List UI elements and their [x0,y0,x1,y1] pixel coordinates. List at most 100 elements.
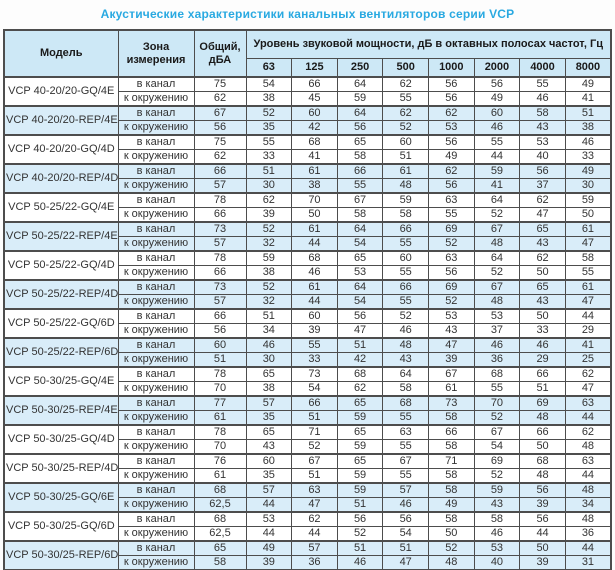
measurement-zone: к окружению [117,91,195,107]
sound-power-value: 56 [473,76,521,92]
total-dba-value: 56 [193,323,247,339]
sound-power-value: 66 [382,221,429,237]
sound-power-value: 67 [336,192,384,208]
sound-power-value: 51 [291,468,338,484]
total-dba-value: 62 [193,91,247,107]
sound-power-value: 52 [245,279,293,295]
sound-power-value: 48 [519,468,566,484]
sound-power-value: 38 [245,381,293,397]
measurement-zone: в канал [117,424,195,440]
sound-power-value: 55 [473,134,521,150]
sound-power-value: 48 [564,511,612,527]
sound-power-value: 56 [428,76,475,92]
sound-power-value: 62 [428,105,475,121]
sound-power-value: 51 [291,410,338,426]
sound-power-value: 55 [519,76,566,92]
sound-power-value: 63 [564,395,612,411]
sound-power-value: 70 [291,192,338,208]
measurement-zone: в канал [117,395,195,411]
measurement-zone: в канал [117,366,195,382]
measurement-zone: к окружению [117,120,195,136]
sound-power-value: 53 [245,511,293,527]
sound-power-value: 56 [519,511,566,527]
total-dba-value: 56 [193,120,247,136]
sound-power-value: 41 [473,178,521,194]
model-name: VCP 50-30/25-REP/4D [3,453,119,484]
sound-power-value: 53 [428,120,475,136]
sound-power-value: 39 [291,323,338,339]
sound-power-value: 64 [473,250,521,266]
sound-power-value: 44 [245,497,293,513]
sound-power-value: 43 [473,497,521,513]
sound-power-value: 46 [564,134,612,150]
total-dba-value: 65 [193,540,247,556]
sound-power-value: 39 [519,497,566,513]
sound-power-value: 37 [519,178,566,194]
sound-power-value: 59 [336,482,384,498]
total-dba-value: 61 [193,410,247,426]
sound-power-value: 57 [245,395,293,411]
sound-power-value: 61 [291,279,338,295]
measurement-zone: в канал [117,279,195,295]
sound-power-value: 48 [382,337,429,353]
sound-power-value: 56 [428,265,475,281]
sound-power-value: 55 [564,265,612,281]
sound-power-value: 67 [382,453,429,469]
sound-power-value: 52 [245,105,293,121]
sound-power-value: 30 [245,352,293,368]
header-row-top: Модель Зона измерения Общий, дБА Уровень… [3,29,612,78]
sound-power-value: 48 [473,294,521,310]
model-name: VCP 50-25/22-REP/4E [3,221,119,252]
sound-power-value: 61 [564,279,612,295]
sound-power-value: 55 [382,91,429,107]
sound-power-value: 47 [519,207,566,223]
sound-power-value: 43 [428,323,475,339]
total-dba-value: 67 [193,105,247,121]
sound-power-value: 48 [519,410,566,426]
measurement-zone: к окружению [117,526,195,542]
sound-power-value: 54 [336,294,384,310]
table-row: к окружению 57 32 44 54 55 52 48 43 47 [4,294,612,310]
sound-power-value: 45 [291,91,338,107]
table-row: VCP 40-20/20-GQ/4D в канал 75 55 68 65 60 56 55 5… [3,134,612,165]
sound-power-value: 64 [473,192,521,208]
measurement-zone: в канал [117,308,195,324]
model-name: VCP 40-20/20-REP/4D [3,163,119,194]
sound-power-value: 44 [519,526,566,542]
sound-power-value: 46 [336,555,384,570]
sound-power-value: 33 [519,323,566,339]
sound-power-value: 55 [382,236,429,252]
sound-power-value: 63 [291,482,338,498]
sound-power-value: 58 [428,511,475,527]
model-name: VCP 50-30/25-REP/6D [3,540,119,570]
measurement-zone: к окружению [117,381,195,397]
header-row-frequencies: 63 125 250 500 1000 2000 4000 8000 [4,58,612,78]
sound-power-value: 63 [428,192,475,208]
measurement-zone: в канал [117,250,195,266]
total-dba-value: 76 [193,453,247,469]
sound-power-value: 41 [564,91,612,107]
sound-power-value: 71 [428,453,475,469]
total-dba-value: 61 [193,468,247,484]
table-row: VCP 50-30/25-GQ/6E в канал 68 57 63 59 57 58 59 5… [3,482,612,513]
sound-power-value: 35 [245,120,293,136]
sound-power-value: 57 [291,540,338,556]
sound-power-value: 60 [291,105,338,121]
measurement-zone: в канал [117,482,195,498]
sound-power-value: 58 [564,250,612,266]
sound-power-value: 60 [245,453,293,469]
sound-power-value: 48 [564,482,612,498]
sound-power-value: 53 [473,540,521,556]
sound-power-value: 59 [245,250,293,266]
sound-power-value: 66 [428,424,475,440]
sound-power-value: 51 [519,381,566,397]
table-row: к окружению 57 30 38 55 48 56 41 37 30 [4,178,612,194]
measurement-zone: к окружению [117,352,195,368]
sound-power-value: 65 [245,366,293,382]
sound-power-value: 51 [245,308,293,324]
table-row: VCP 50-30/25-GQ/4E в канал 78 65 73 68 64 67 68 6… [3,366,612,397]
sound-power-value: 59 [473,482,521,498]
col-header-frequency: 500 [382,58,429,78]
model-name: VCP 50-30/25-GQ/6D [3,511,119,542]
sound-power-value: 44 [564,410,612,426]
